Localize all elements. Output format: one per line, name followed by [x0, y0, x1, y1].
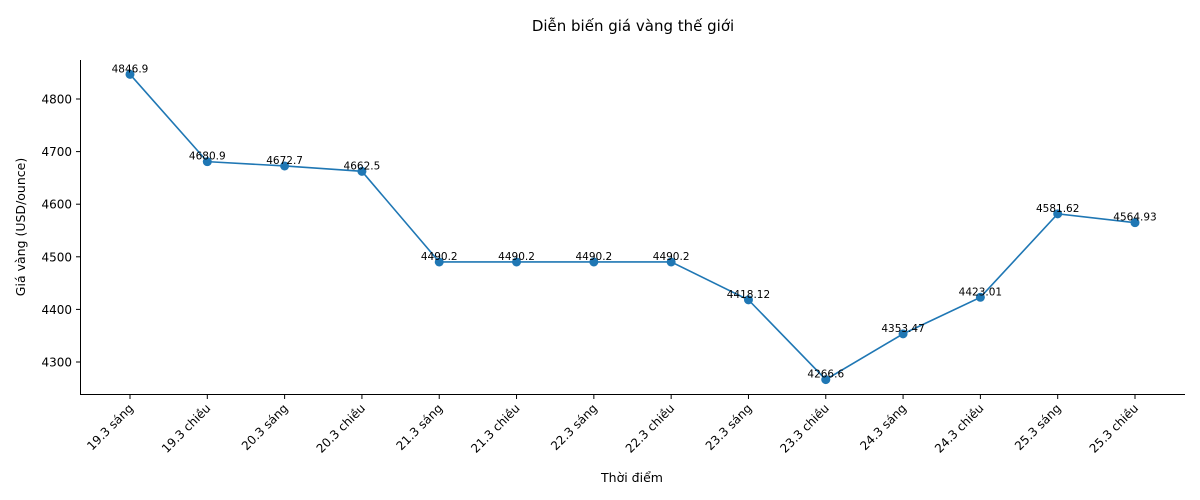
data-point [512, 257, 522, 267]
x-tick-label: 22.3 sáng [548, 401, 600, 453]
x-axis-ticks: 19.3 sáng 19.3 chiều 20.3 sáng 20.3 chiều 21… [84, 395, 1141, 456]
data-point [125, 69, 135, 79]
data-point [743, 295, 753, 305]
x-tick-label: 19.3 chiều [159, 401, 213, 455]
data-point [1130, 218, 1140, 228]
data-point-label: 4423.01 [959, 286, 1002, 298]
x-tick-label: 21.3 chiều [468, 401, 522, 455]
y-tick-label: 4700 [41, 145, 72, 159]
y-tick-label: 4400 [41, 303, 72, 317]
data-point-label: 4672.7 [266, 155, 303, 167]
data-point [975, 292, 985, 302]
x-tick-label: 25.3 sáng [1012, 401, 1064, 453]
price-line [129, 73, 1136, 381]
data-point-label: 4490.2 [421, 251, 458, 263]
data-point [898, 329, 908, 339]
y-tick-label: 4600 [41, 198, 72, 212]
x-tick-label: 22.3 chiều [623, 401, 677, 455]
y-tick-label: 4300 [41, 356, 72, 370]
x-tick-label: 19.3 sáng [84, 401, 136, 453]
x-tick-label: 24.3 sáng [857, 401, 909, 453]
data-labels: 4846.9 4680.9 4672.7 4662.5 4490.2 4490.2 4490… [112, 63, 1157, 380]
data-point-label: 4490.2 [653, 251, 690, 263]
data-point [666, 257, 676, 267]
y-tick-label: 4800 [41, 93, 72, 107]
data-point-label: 4353.47 [881, 323, 924, 335]
data-point-label: 4662.5 [344, 160, 381, 172]
data-point-label: 4581.62 [1036, 203, 1079, 215]
data-point [589, 257, 599, 267]
x-tick-label: 20.3 sáng [239, 401, 291, 453]
data-point-label: 4418.12 [727, 289, 770, 301]
x-tick-label: 23.3 sáng [703, 401, 755, 453]
y-axis-ticks: 4300 4400 4500 4600 4700 4800 [41, 93, 80, 370]
x-tick-label: 21.3 sáng [393, 401, 445, 453]
data-point-label: 4846.9 [112, 63, 149, 75]
data-point [1053, 209, 1063, 219]
data-point [357, 166, 367, 176]
x-tick-label: 24.3 chiều [932, 401, 986, 455]
data-point [821, 375, 831, 385]
data-point [280, 161, 290, 171]
x-tick-label: 20.3 chiều [314, 401, 368, 455]
data-point-label: 4490.2 [498, 251, 535, 263]
data-point [434, 257, 444, 267]
plot-area: 4300 4400 4500 4600 4700 4800 19.3 sáng 19.3 c… [41, 60, 1185, 456]
x-tick-label: 25.3 chiều [1087, 401, 1141, 455]
data-point [202, 157, 212, 167]
x-axis-label: Thời điểm [600, 470, 663, 485]
chart-title: Diễn biến giá vàng thế giới [532, 17, 734, 35]
data-point-label: 4564.93 [1113, 212, 1156, 224]
data-point-label: 4490.2 [575, 251, 612, 263]
x-tick-label: 23.3 chiều [777, 401, 831, 455]
data-markers [125, 69, 1140, 385]
data-point-label: 4266.6 [807, 369, 844, 381]
y-axis-label: Giá vàng (USD/ounce) [13, 158, 28, 296]
y-tick-label: 4500 [41, 250, 72, 264]
data-point-label: 4680.9 [189, 151, 226, 163]
